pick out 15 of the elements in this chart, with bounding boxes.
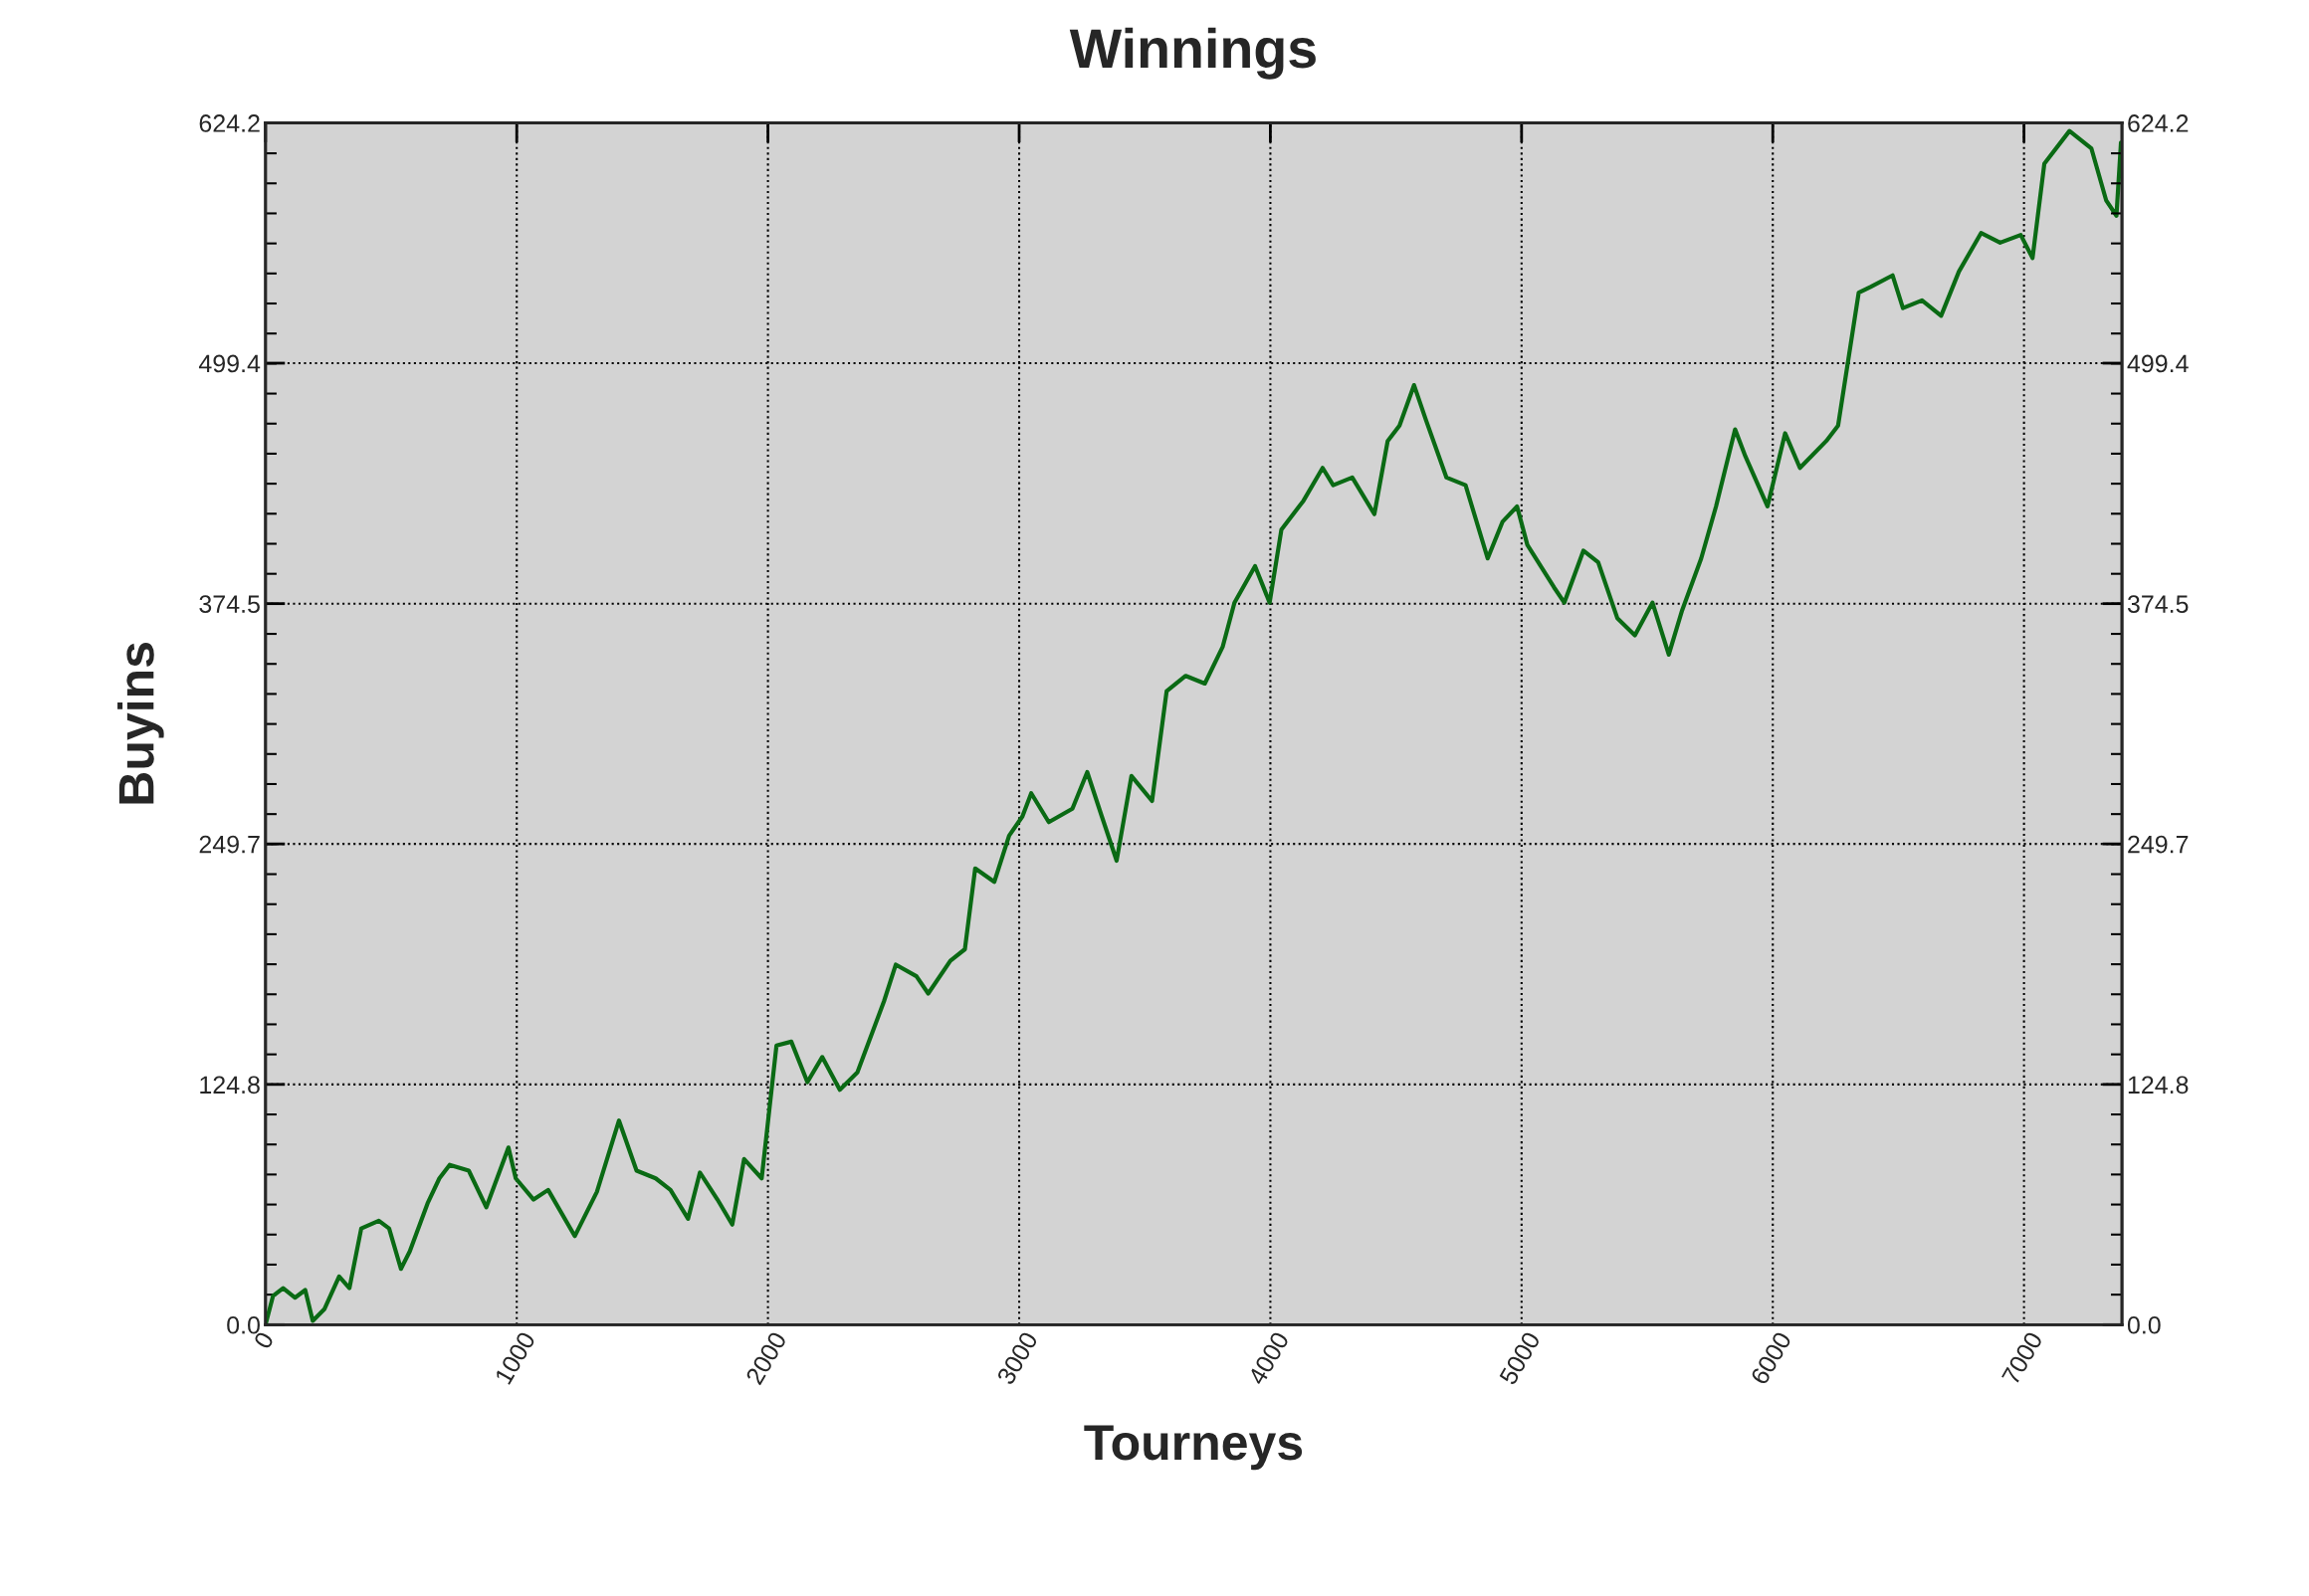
chart-title: Winnings xyxy=(1069,27,1316,80)
x-axis-title: Tourneys xyxy=(1084,1425,1303,1471)
y-tick-label: 374.5 xyxy=(199,595,260,613)
y-tick-label: 0.0 xyxy=(227,1315,260,1334)
y-tick-label: 249.7 xyxy=(199,835,260,854)
y-tick-label: 124.8 xyxy=(200,1076,260,1095)
y2-tick-label: 624.2 xyxy=(2128,114,2189,132)
y2-tick-label: 374.5 xyxy=(2127,595,2189,613)
y-tick-label: 499.4 xyxy=(198,354,261,373)
y2-tick-label: 499.4 xyxy=(2127,354,2189,373)
y2-tick-label: 249.7 xyxy=(2128,835,2189,854)
y-tick-label: 624.2 xyxy=(199,114,260,132)
y2-tick-label: 124.8 xyxy=(2128,1076,2189,1095)
y2-tick-label: 0.0 xyxy=(2127,1315,2161,1334)
y-axis-title: Buyins xyxy=(117,643,164,804)
